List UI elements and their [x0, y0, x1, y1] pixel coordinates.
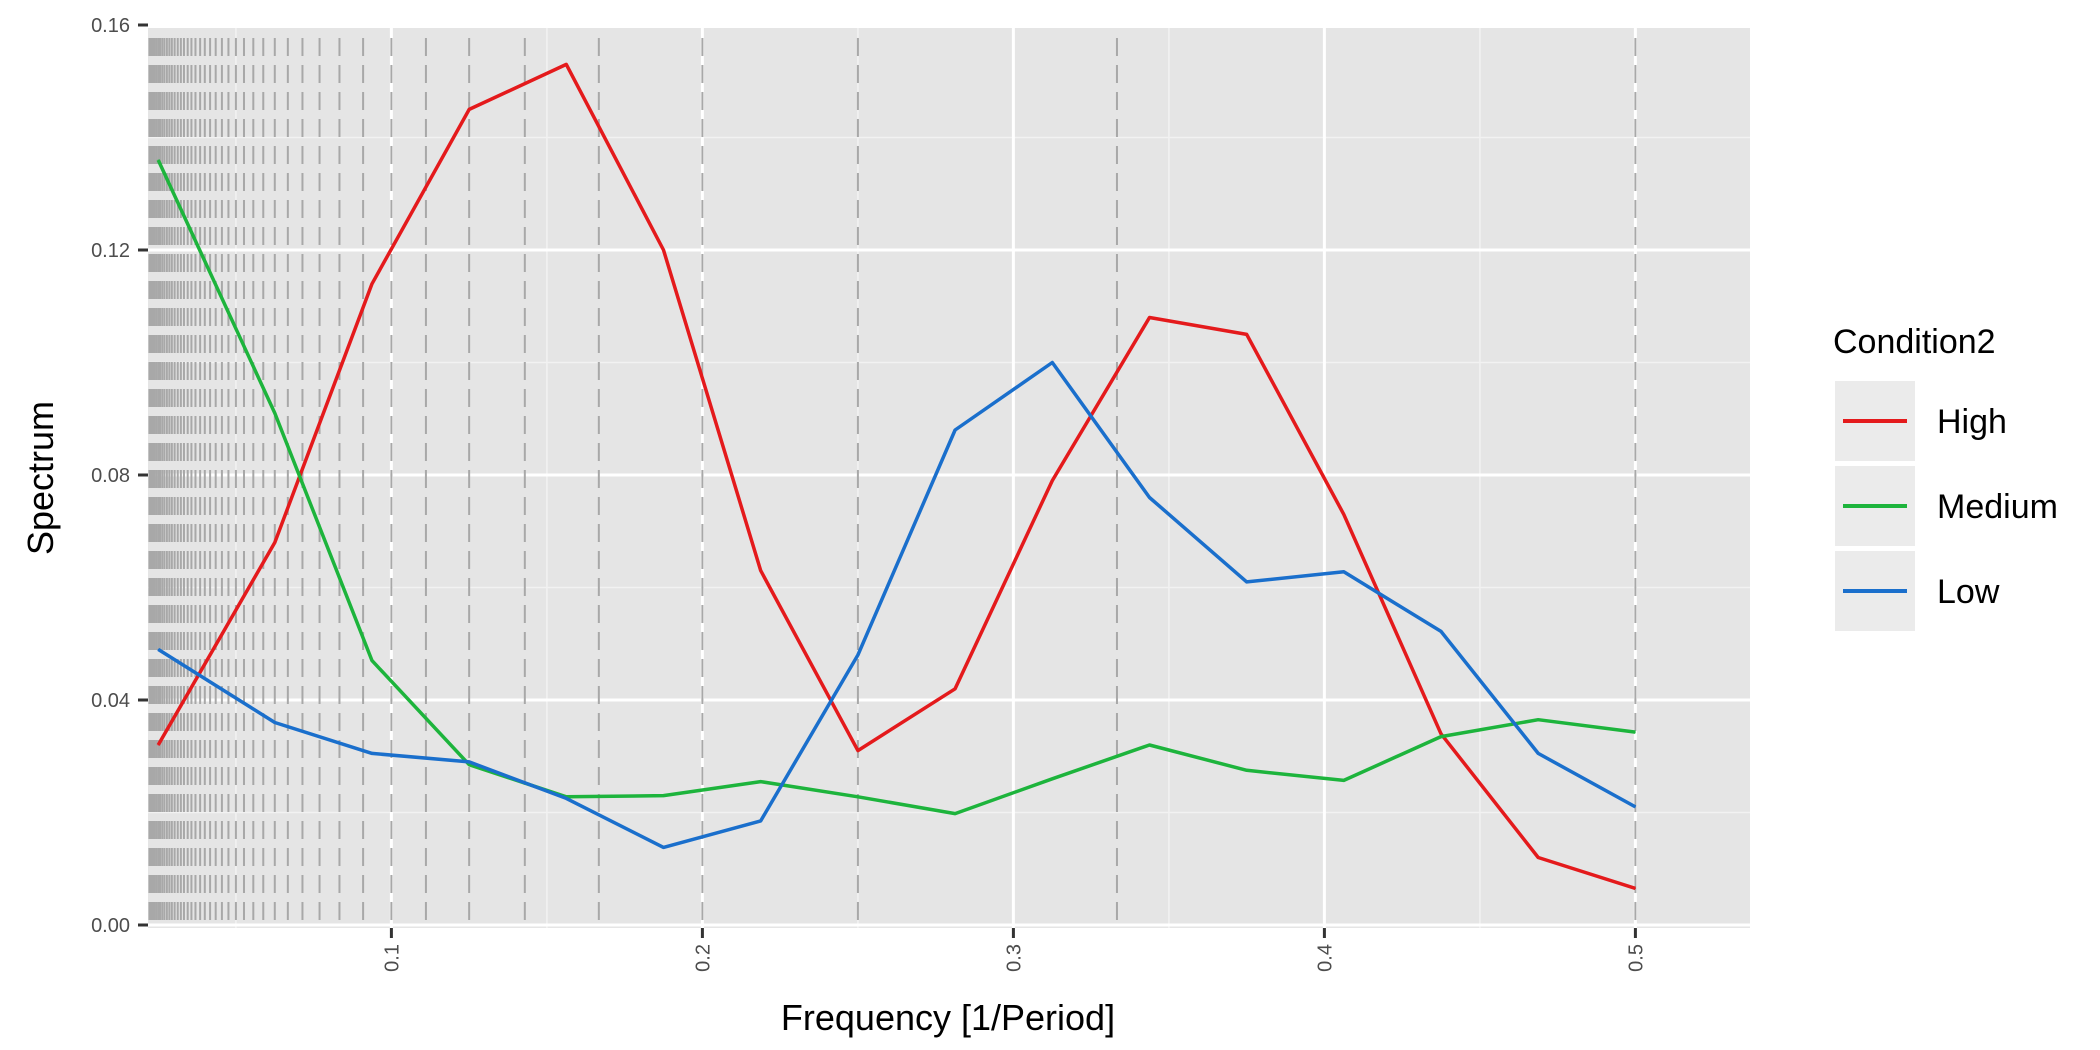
- data-point-high-11: [1246, 333, 1248, 335]
- data-point-low-8: [954, 429, 956, 431]
- data-point-medium-0: [157, 159, 159, 161]
- data-point-low-7: [857, 654, 859, 656]
- data-point-low-14: [1537, 752, 1539, 754]
- legend: Condition2 High Medium Low: [1833, 323, 2058, 631]
- data-point-high-9: [1051, 480, 1053, 482]
- data-point-medium-1: [274, 412, 276, 414]
- data-point-medium-11: [1246, 769, 1248, 771]
- data-point-high-8: [954, 688, 956, 690]
- legend-label-low: Low: [1937, 573, 2000, 611]
- data-point-high-12: [1343, 513, 1345, 515]
- data-point-medium-10: [1148, 744, 1150, 746]
- data-point-low-10: [1148, 497, 1150, 498]
- data-point-medium-13: [1440, 736, 1442, 738]
- data-point-high-14: [1537, 857, 1539, 858]
- data-point-high-4: [565, 63, 567, 65]
- data-point-low-13: [1440, 630, 1442, 632]
- data-point-high-13: [1440, 733, 1442, 735]
- data-point-medium-15: [1634, 731, 1636, 733]
- data-point-medium-12: [1343, 779, 1345, 781]
- x-tick-label-3: 0.4: [1314, 944, 1336, 972]
- series-lines: [156, 62, 1637, 891]
- data-point-low-0: [157, 648, 159, 650]
- x-axis-title: Frequency [1/Period]: [781, 997, 1115, 1038]
- data-point-low-3: [468, 761, 470, 763]
- y-axis-title: Spectrum: [20, 401, 61, 555]
- data-point-high-7: [857, 750, 859, 752]
- data-point-high-1: [274, 542, 276, 543]
- data-point-low-9: [1051, 362, 1053, 363]
- data-point-medium-8: [954, 813, 956, 815]
- x-tick-label-2: 0.3: [1003, 944, 1025, 972]
- data-point-medium-3: [468, 764, 470, 766]
- legend-label-medium: Medium: [1937, 488, 2058, 526]
- data-point-low-12: [1343, 571, 1345, 573]
- data-point-medium-14: [1537, 719, 1539, 721]
- data-point-low-1: [274, 722, 276, 723]
- data-point-high-5: [663, 249, 665, 251]
- data-point-medium-9: [1051, 778, 1053, 780]
- data-point-high-3: [468, 108, 470, 110]
- y-tick-label-4: 0.16: [91, 15, 130, 37]
- data-point-low-6: [760, 820, 762, 822]
- y-tick-label-2: 0.08: [91, 465, 130, 487]
- data-point-high-10: [1148, 317, 1150, 318]
- series-line-low: [157, 360, 1637, 850]
- data-point-low-11: [1246, 581, 1248, 583]
- panel-background: [148, 28, 1750, 928]
- series-line-medium: [156, 159, 1636, 816]
- data-point-high-15: [1634, 887, 1636, 889]
- legend-title: Condition2: [1833, 323, 1996, 361]
- legend-label-high: High: [1937, 403, 2007, 441]
- y-tick-label-3: 0.12: [91, 240, 130, 262]
- data-point-medium-6: [760, 781, 762, 783]
- data-point-low-5: [663, 846, 665, 848]
- data-point-high-0: [157, 744, 159, 746]
- data-point-high-2: [371, 283, 373, 285]
- y-tick-label-1: 0.04: [91, 690, 130, 712]
- data-point-medium-2: [371, 660, 373, 662]
- x-tick-label-1: 0.2: [692, 944, 714, 972]
- series-line-high: [156, 62, 1636, 891]
- y-axis: 0.00 0.04 0.08 0.12 0.16: [91, 15, 148, 937]
- data-point-low-4: [565, 797, 567, 799]
- x-tick-label-4: 0.5: [1625, 944, 1647, 972]
- data-point-high-6: [760, 570, 762, 572]
- x-axis: 0.1 0.2 0.3 0.4 0.5: [381, 928, 1647, 972]
- y-tick-label-0: 0.00: [91, 915, 130, 937]
- data-point-medium-5: [663, 795, 665, 797]
- reference-lines: [148, 38, 1637, 928]
- data-point-medium-7: [857, 796, 859, 798]
- x-tick-label-0: 0.1: [381, 944, 403, 972]
- data-point-low-2: [371, 752, 373, 754]
- data-point-low-15: [1634, 806, 1636, 808]
